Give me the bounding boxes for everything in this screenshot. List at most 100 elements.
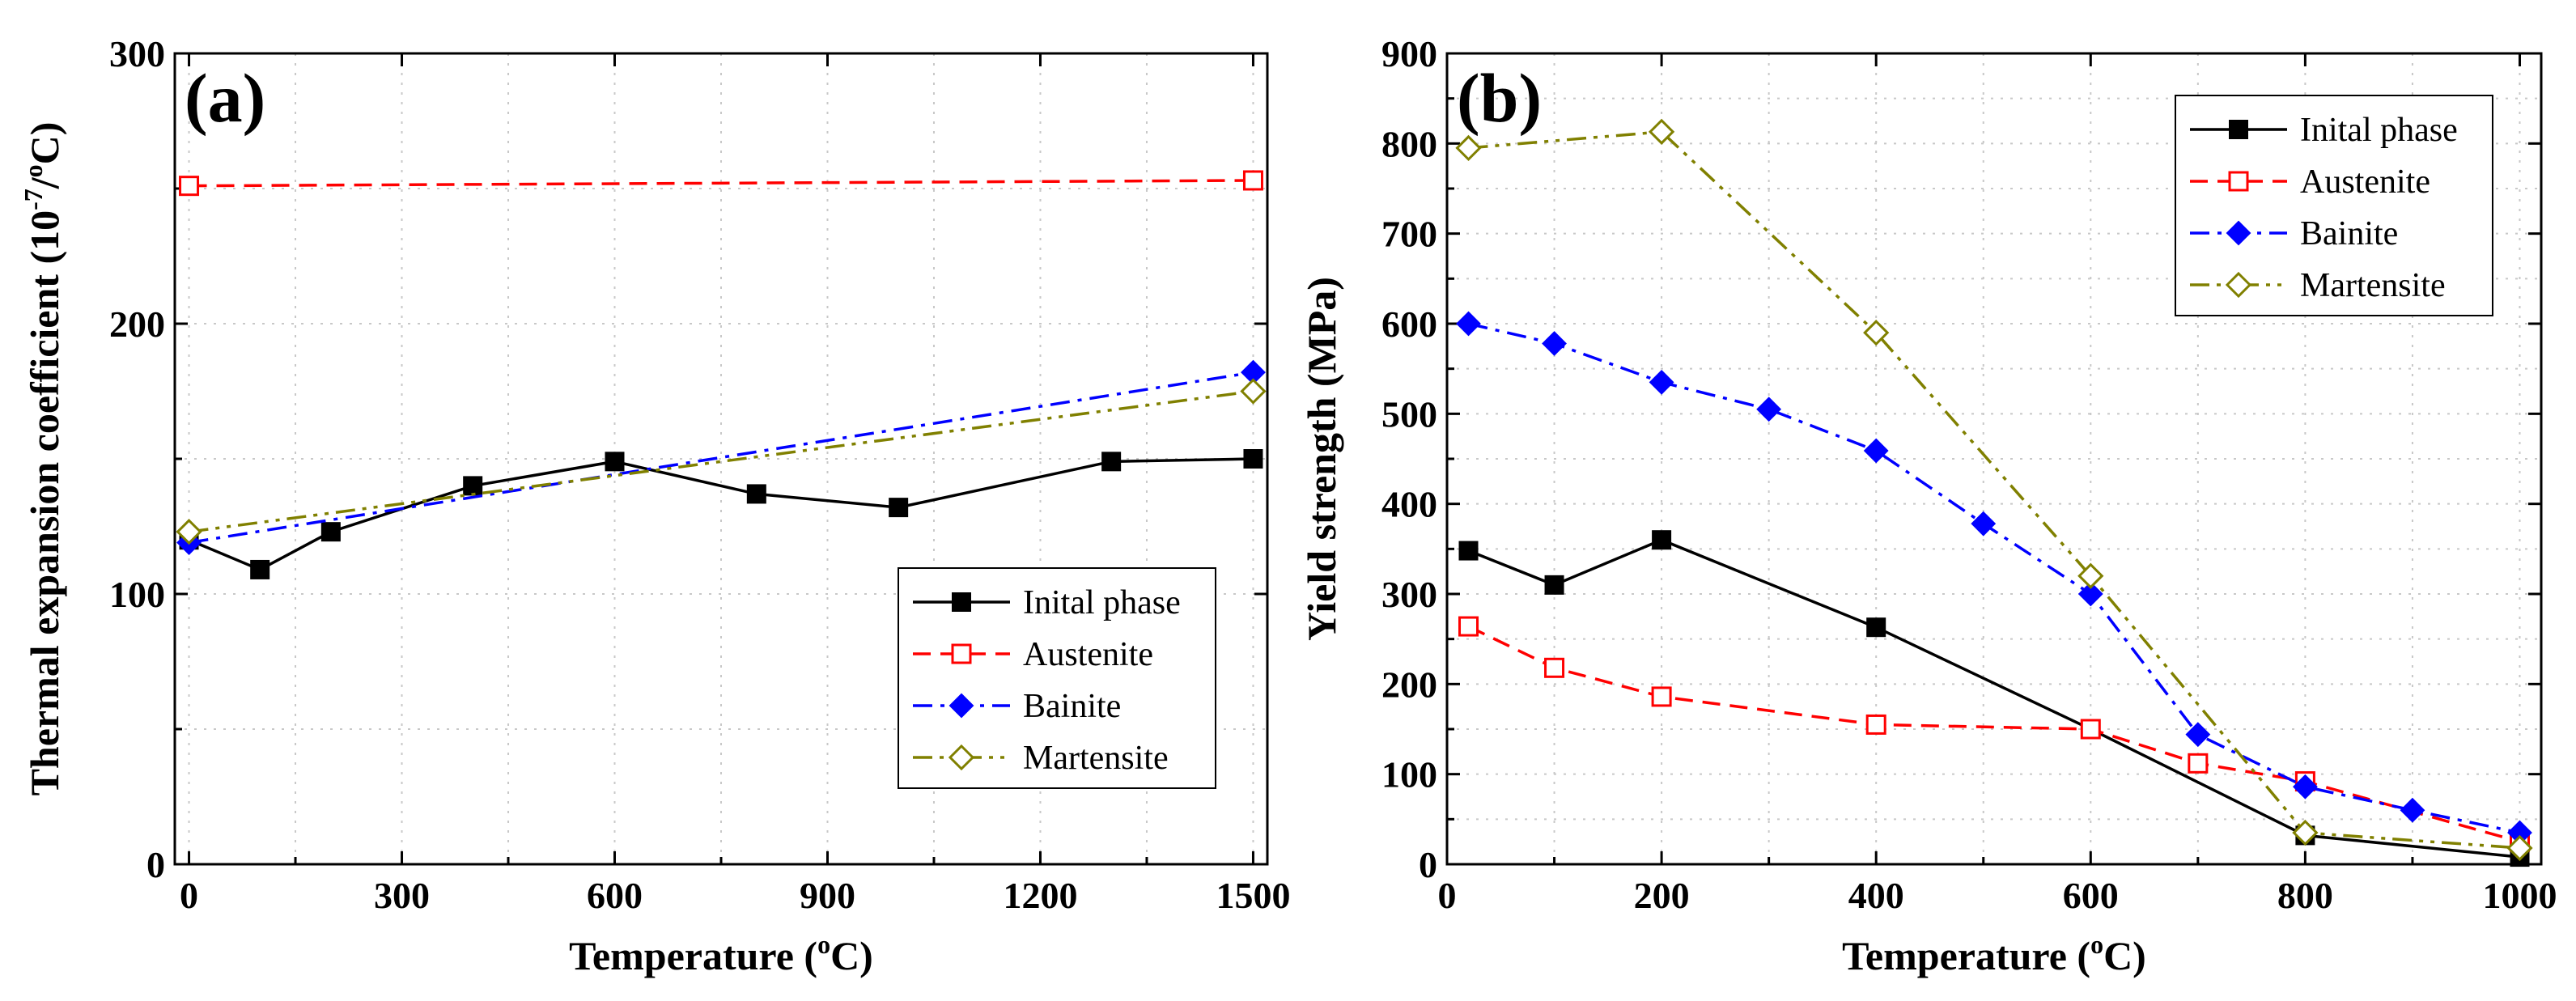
data-point	[1863, 438, 1889, 464]
data-point	[1651, 686, 1672, 707]
x-tick-label: 0	[180, 875, 198, 916]
y-tick-label: 200	[1381, 664, 1437, 705]
data-point	[2292, 774, 2318, 800]
x-tick-label: 400	[1848, 875, 1904, 916]
x-tick-label: 1500	[1216, 875, 1290, 916]
x-axis-degree: o	[2090, 930, 2103, 959]
legend-label: Bainite	[2300, 215, 2398, 252]
y-tick-label: 700	[1381, 214, 1437, 255]
data-point	[1756, 397, 1782, 422]
data-point	[2292, 819, 2319, 846]
data-point	[1865, 714, 1886, 735]
panel-letter: (b)	[1457, 59, 1542, 137]
legend-marker	[948, 744, 975, 771]
data-point	[2080, 719, 2101, 740]
legend-marker	[952, 592, 971, 612]
series-inital-phase	[1458, 530, 2530, 867]
y-tick-label: 200	[109, 303, 165, 345]
series-bainite	[1456, 311, 2532, 846]
x-tick-label: 600	[2063, 875, 2119, 916]
y-axis-label-text: Thermal expansion coefficient (10	[22, 210, 67, 796]
x-axis-label: Temperature (oC)	[569, 930, 873, 978]
legend-label: Bainite	[1023, 688, 1121, 725]
data-point	[2077, 562, 2104, 589]
legend-label: Austenite	[2300, 163, 2430, 201]
x-tick-label: 1000	[2482, 875, 2557, 916]
y-tick-label: 300	[1381, 574, 1437, 615]
x-axis-degree: o	[817, 930, 830, 959]
panel-b: 0 200 400 600 800 1000 0 100 200 300 400 500 600 700 8…	[1299, 33, 2557, 978]
series-martensite	[1455, 118, 2533, 862]
data-point	[1866, 617, 1886, 638]
data-point	[1243, 449, 1263, 469]
data-point	[250, 559, 270, 579]
x-tick-label: 800	[2277, 875, 2333, 916]
data-point	[176, 519, 202, 545]
series-line	[189, 179, 1254, 188]
x-axis-label-text: Temperature (	[569, 933, 817, 978]
data-point	[179, 176, 200, 197]
y-axis-unit-tail: C)	[22, 122, 67, 165]
data-point	[463, 476, 483, 496]
data-point	[889, 498, 909, 518]
series-line	[189, 389, 1254, 533]
series-line	[1468, 322, 2520, 834]
grid	[175, 53, 1267, 864]
panel-a: 0 300 600 900 1200 1500 0 100 200 300 Temperature …	[19, 33, 1290, 978]
y-tick-label: 300	[109, 33, 165, 74]
data-point	[1971, 511, 1997, 537]
y-tick-label: 600	[1381, 303, 1437, 345]
data-point	[2400, 797, 2425, 823]
data-point	[1458, 541, 1479, 561]
x-axis-label-text: Temperature (	[1842, 933, 2090, 978]
data-point	[605, 452, 625, 472]
data-point	[1456, 311, 1481, 337]
data-point	[1542, 331, 1567, 356]
data-point	[1649, 369, 1674, 395]
data-point	[1458, 616, 1479, 637]
x-tick-label: 900	[800, 875, 855, 916]
panel-letter: (a)	[185, 59, 265, 137]
y-axis-unit: /	[22, 176, 67, 189]
legend-label: Austenite	[1023, 636, 1153, 673]
legend-box	[2175, 95, 2493, 316]
data-point	[2077, 581, 2103, 607]
series-austenite	[1458, 616, 2530, 852]
legend-marker	[2229, 120, 2248, 139]
legend: Inital phase Austenite Bainite Martensite	[2175, 95, 2493, 316]
data-point	[746, 484, 766, 504]
series-line	[1467, 625, 2520, 843]
x-tick-label: 200	[1634, 875, 1690, 916]
series-martensite	[176, 378, 1267, 545]
legend-box	[898, 567, 1216, 789]
x-tick-label: 300	[374, 875, 430, 916]
legend-marker	[2226, 220, 2251, 246]
data-point	[1652, 530, 1672, 550]
series-line	[188, 457, 1254, 571]
data-point	[1101, 452, 1122, 472]
x-tick-label: 600	[587, 875, 643, 916]
series-austenite	[179, 170, 1263, 197]
x-axis-unit: C)	[2103, 933, 2146, 978]
data-point	[1863, 320, 1890, 346]
legend-label: Martensite	[2300, 267, 2446, 304]
x-tick-label: 1200	[1003, 875, 1077, 916]
y-tick-label: 0	[146, 844, 165, 885]
data-point	[1544, 657, 1565, 678]
data-point	[1455, 134, 1482, 162]
legend-marker	[2228, 171, 2249, 192]
data-point	[2506, 834, 2533, 862]
data-point	[320, 522, 341, 542]
y-axis-exponent: -7	[19, 189, 48, 210]
data-point	[1242, 170, 1263, 191]
y-axis-degree: o	[19, 164, 48, 177]
y-tick-label: 800	[1381, 123, 1437, 164]
series-line	[1467, 538, 2520, 859]
legend: Inital phase Austenite Bainite Martensite	[898, 567, 1216, 789]
y-tick-label: 100	[109, 574, 165, 615]
data-point	[1544, 575, 1564, 595]
x-tick-label: 0	[1438, 875, 1457, 916]
y-axis-label: Thermal expansion coefficient (10-7/oC)	[19, 122, 67, 796]
x-axis-unit: C)	[830, 933, 873, 978]
